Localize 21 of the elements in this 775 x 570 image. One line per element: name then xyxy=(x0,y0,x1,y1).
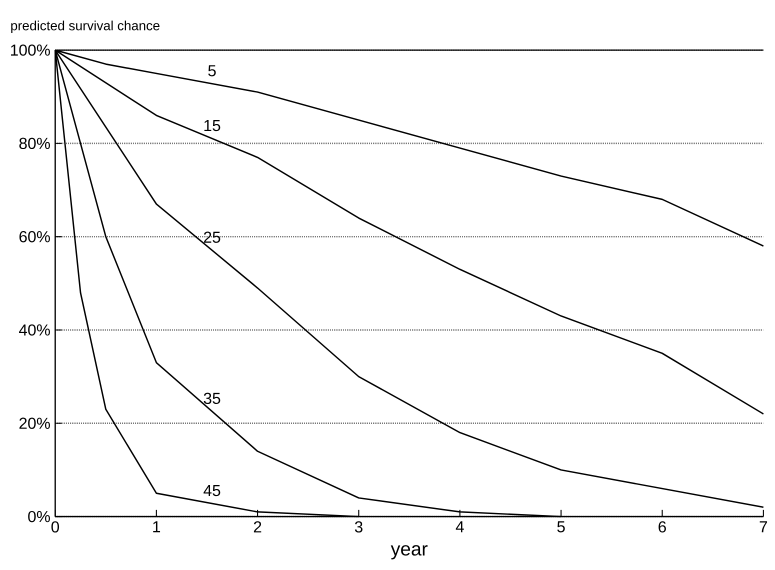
x-axis-title: year xyxy=(390,545,428,560)
y-tick-label: 60% xyxy=(19,231,50,242)
y-tick-label: 80% xyxy=(19,138,50,149)
series-label: 35 xyxy=(204,392,220,404)
x-tick-label: 7 xyxy=(760,521,768,532)
x-tick-label: 5 xyxy=(557,521,565,532)
x-tick-label: 4 xyxy=(456,521,464,532)
y-tick-label: 20% xyxy=(19,418,50,429)
x-tick-label: 6 xyxy=(658,521,666,532)
y-tick-label: 40% xyxy=(19,324,50,336)
x-tick-label: 1 xyxy=(153,521,160,532)
x-tick-label: 0 xyxy=(51,521,60,532)
y-axis-title: predicted survival chance xyxy=(11,20,160,33)
y-tick-label: 0% xyxy=(28,510,50,522)
series-label: 5 xyxy=(208,65,216,76)
series-label: 15 xyxy=(204,120,220,132)
x-tick-label: 2 xyxy=(254,521,262,532)
series-label: 45 xyxy=(204,485,220,496)
y-tick-label: 100% xyxy=(10,44,50,56)
series-label: 25 xyxy=(204,232,220,243)
x-tick-label: 3 xyxy=(354,521,362,532)
